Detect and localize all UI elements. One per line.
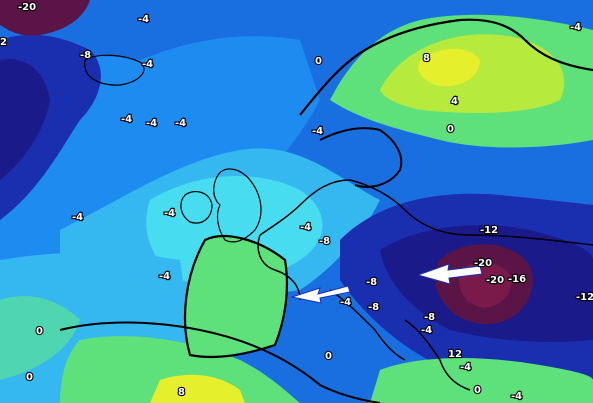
label-minus4: -4: [121, 114, 132, 125]
teal-south: [0, 296, 80, 380]
label-minus8: -8: [366, 277, 377, 288]
label-minus16: -16: [508, 274, 526, 285]
label-minus4: -4: [421, 325, 432, 336]
label-minus4: -4: [138, 14, 149, 25]
label-minus4: -4: [340, 297, 351, 308]
label-minus4: -4: [511, 391, 522, 402]
iberia-coast: [183, 235, 289, 359]
africa-coast: [59, 321, 381, 403]
label-minus4: -4: [460, 362, 471, 373]
label-2: 2: [0, 37, 7, 48]
scandinavia-yellow-core: [418, 48, 480, 87]
label-minus4: -4: [164, 208, 175, 219]
label-0: 0: [474, 385, 481, 396]
balkan-coast: [404, 319, 471, 391]
label-minus12: -12: [576, 292, 593, 303]
iceland-coast: [84, 54, 145, 86]
iberia-green: [185, 236, 287, 357]
label-0: 0: [36, 326, 43, 337]
label-minus4: -4: [175, 118, 186, 129]
continent-coast: [259, 179, 593, 246]
italy-coast: [329, 289, 406, 361]
south-yellow: [150, 374, 245, 403]
label-4: 4: [451, 96, 458, 107]
label-0: 0: [315, 56, 322, 67]
label-0: 0: [447, 124, 454, 135]
label-0: 0: [325, 351, 332, 362]
label-minus12: -12: [480, 225, 498, 236]
scandinavia-south-coast: [319, 127, 403, 188]
label-minus4: -4: [159, 271, 170, 282]
label-12: 12: [448, 349, 462, 360]
cold-outbreak-arrows: [290, 263, 483, 304]
dark-navy-atlantic: [0, 59, 50, 180]
ireland-coast: [180, 191, 213, 224]
label-minus8: -8: [424, 312, 435, 323]
label-minus8: -8: [319, 236, 330, 247]
south-green: [60, 336, 300, 403]
label-minus20: -20: [486, 275, 504, 286]
deep-purple-greenland: [0, 0, 90, 36]
label-minus8: -8: [80, 50, 91, 61]
label-minus4: -4: [570, 22, 581, 33]
arrow-southwest: [290, 285, 351, 304]
britain-coast: [213, 168, 262, 243]
label-8: 8: [178, 387, 185, 398]
label-minus4: -4: [300, 222, 311, 233]
france-coast: [257, 234, 301, 301]
arrow-west: [416, 263, 483, 285]
scandinavia-coast: [299, 18, 593, 116]
label-minus4: -4: [72, 212, 83, 223]
label-minus20: -20: [474, 258, 492, 269]
label-8: 8: [423, 53, 430, 64]
label-minus20: -20: [18, 2, 36, 13]
label-minus4: -4: [312, 126, 323, 137]
label-minus4: -4: [142, 59, 153, 70]
label-minus4: -4: [146, 118, 157, 129]
label-0: 0: [26, 372, 33, 383]
southeast-green: [370, 358, 593, 403]
label-minus8: -8: [368, 302, 379, 313]
